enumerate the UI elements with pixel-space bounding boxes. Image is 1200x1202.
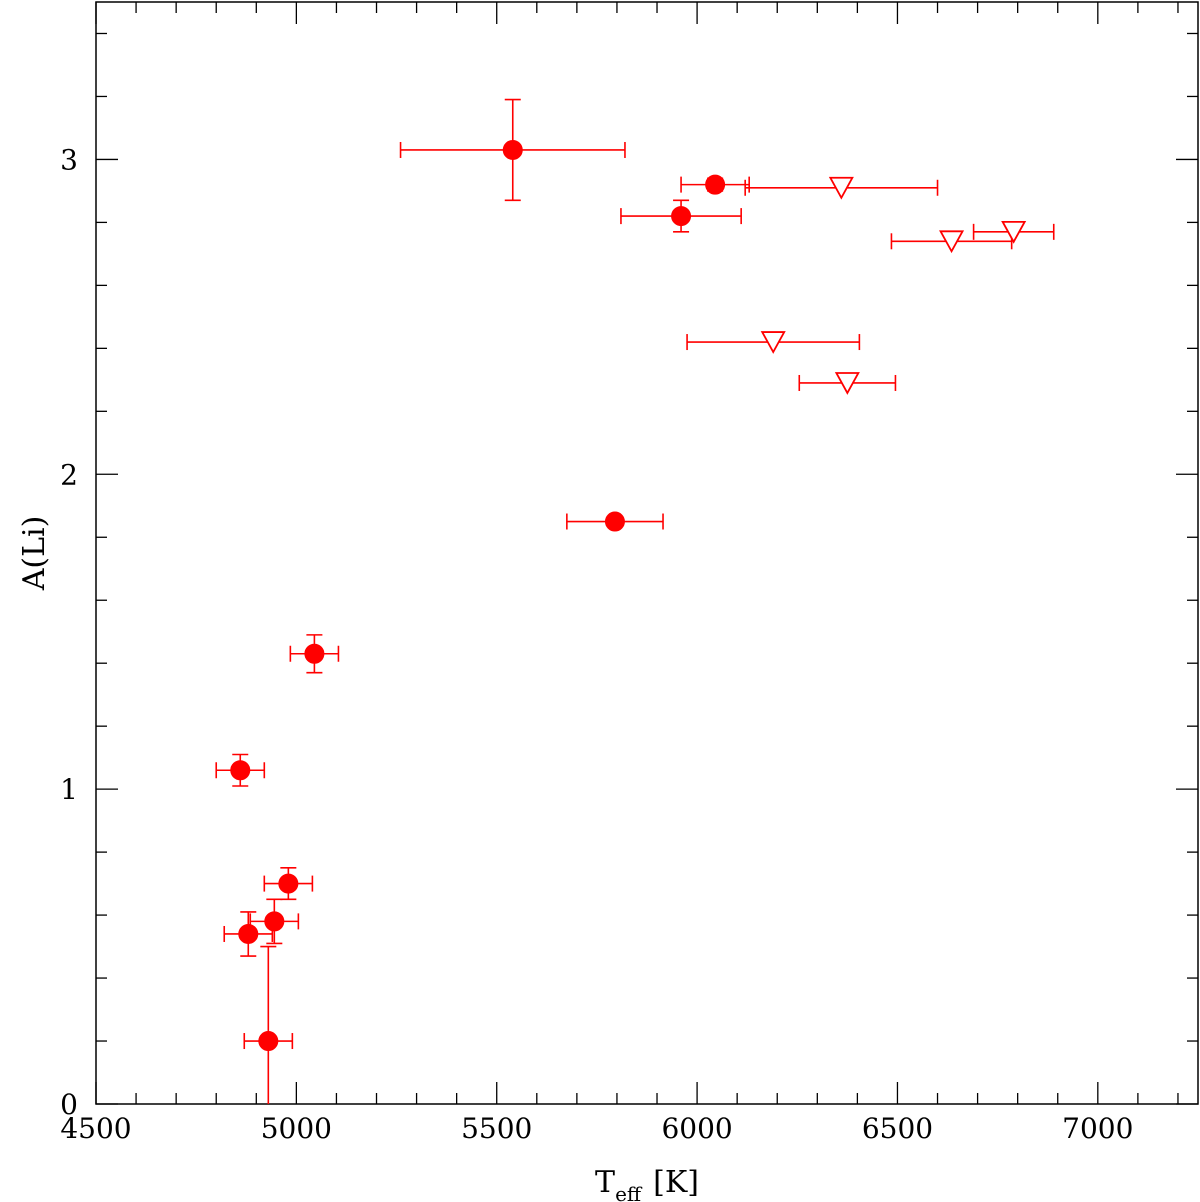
- data-point: [972, 220, 1055, 244]
- data-point: [620, 199, 742, 233]
- point-marker-detection: [705, 174, 726, 195]
- data-point: [798, 372, 897, 395]
- data-point: [263, 867, 314, 901]
- x-tick-label: 5500: [461, 1112, 532, 1145]
- data-points: [215, 98, 1055, 1104]
- point-marker-detection: [278, 873, 299, 894]
- x-tick-label: 6500: [862, 1112, 933, 1145]
- data-point: [289, 634, 340, 674]
- x-axis-label: Teff [K]: [595, 1165, 699, 1202]
- point-marker-detection: [671, 206, 692, 227]
- y-tick-label: 0: [60, 1088, 78, 1121]
- point-marker-detection: [258, 1031, 279, 1052]
- data-point: [686, 331, 861, 354]
- point-marker-upper-limit: [1001, 220, 1027, 244]
- data-point: [243, 945, 294, 1104]
- data-point: [680, 174, 750, 195]
- data-point: [566, 511, 664, 532]
- point-marker-detection: [604, 511, 625, 532]
- x-tick-label: 4500: [60, 1112, 131, 1145]
- y-tick-label: 1: [60, 773, 78, 806]
- data-point: [890, 230, 1013, 254]
- tick-labels: 4500 5000 5500 6000 6500 7000 0 1 2 3: [60, 143, 1133, 1145]
- data-point: [744, 176, 939, 200]
- axis-ticks: [95, 2, 1198, 1105]
- x-tick-label: 7000: [1062, 1112, 1133, 1145]
- data-point: [249, 898, 300, 945]
- x-tick-label: 5000: [261, 1112, 332, 1145]
- data-point: [223, 911, 274, 957]
- point-marker-detection: [230, 760, 251, 781]
- x-axis-label-sub: eff: [615, 1182, 643, 1202]
- point-marker-detection: [238, 923, 259, 944]
- point-marker-detection: [502, 139, 523, 160]
- point-marker-detection: [304, 643, 325, 664]
- x-axis-label-unit: [K]: [653, 1165, 699, 1200]
- point-marker-upper-limit: [834, 372, 860, 395]
- y-tick-label: 3: [60, 143, 78, 176]
- x-tick-label: 6000: [661, 1112, 732, 1145]
- data-point: [215, 753, 266, 787]
- point-marker-upper-limit: [939, 230, 965, 254]
- y-tick-label: 2: [60, 458, 78, 491]
- data-point: [399, 98, 626, 202]
- point-marker-upper-limit: [760, 331, 786, 354]
- point-marker-detection: [264, 911, 285, 932]
- point-marker-upper-limit: [828, 176, 854, 200]
- plot-frame: [95, 1, 1199, 1105]
- y-axis-label: A(Li): [17, 516, 52, 592]
- x-axis-label-main: T: [595, 1165, 615, 1200]
